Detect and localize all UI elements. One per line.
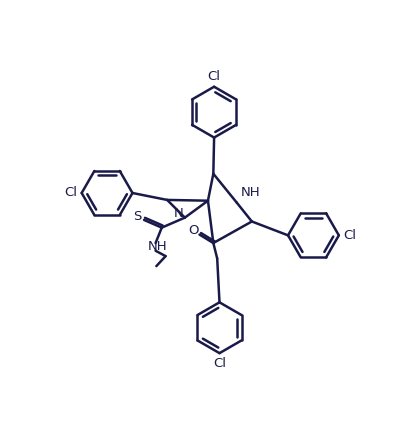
Text: NH: NH — [148, 240, 168, 253]
Text: NH: NH — [241, 187, 261, 200]
Text: Cl: Cl — [213, 358, 226, 371]
Text: N: N — [174, 207, 183, 220]
Text: O: O — [188, 224, 198, 237]
Text: Cl: Cl — [64, 187, 77, 200]
Text: Cl: Cl — [208, 70, 221, 83]
Text: S: S — [133, 210, 141, 224]
Text: Cl: Cl — [343, 229, 356, 242]
